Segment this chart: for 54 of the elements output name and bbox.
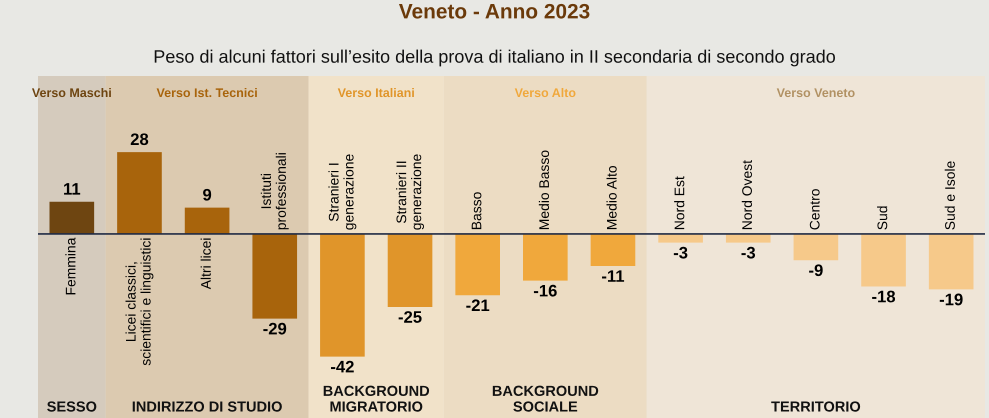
x-tick-label: Femmina [65, 238, 76, 294]
x-tick-label: Sud [877, 206, 888, 230]
x-tick-label: Medio Basso [538, 150, 550, 230]
x-tick-label: Basso [472, 192, 482, 230]
bar [455, 234, 500, 296]
x-tick-label: Stranieri I generazione [328, 154, 356, 230]
bar [117, 152, 162, 234]
data-label: -3 [741, 246, 756, 259]
band-label: Verso Alto [514, 88, 576, 98]
bar [252, 234, 298, 319]
data-label: -25 [398, 311, 422, 323]
data-label: -19 [940, 294, 963, 306]
text: TERRITORIO [771, 401, 860, 412]
band-label: Verso Ist. Tecnici [156, 88, 257, 98]
bar [388, 234, 432, 307]
x-tick-label: Nord Est [674, 176, 684, 230]
bar [794, 234, 838, 260]
data-label: -21 [466, 299, 490, 312]
bar [726, 234, 771, 243]
data-label: -3 [674, 246, 688, 259]
x-tick-label: Sud e Isole [944, 161, 955, 230]
bar [590, 234, 636, 266]
text: SESSO [47, 401, 96, 412]
band-label: Verso Italiani [338, 88, 414, 98]
band-label: Verso Veneto [776, 88, 855, 98]
data-label: -16 [534, 284, 557, 297]
x-tick-label: Nord Ovest [742, 160, 752, 230]
bar [320, 234, 365, 357]
bar [50, 202, 94, 234]
text: BACKGROUND SOCIALE [492, 386, 598, 412]
x-tick-label: Licei classici, scientifici e linguistici [126, 238, 154, 366]
band-label: Verso Maschi [32, 88, 111, 98]
text: INDIRIZZO DI STUDIO [132, 401, 282, 412]
data-label: 9 [203, 188, 212, 201]
data-label: -42 [331, 360, 354, 372]
chart-title: Veneto - Anno 2023 [398, 4, 590, 19]
bar [523, 234, 568, 281]
bar [861, 234, 906, 287]
data-label: -11 [602, 270, 624, 282]
x-tick-label: Medio Alto [606, 166, 617, 230]
bar [184, 208, 230, 234]
chart-subtitle: Peso di alcuni fattori sull’esito della prova di italiano in II secondaria di secondo grado [154, 50, 836, 66]
data-label: 11 [64, 183, 80, 195]
text: BACKGROUND MIGRATORIO [324, 386, 430, 412]
x-tick-label: Altri licei [200, 238, 211, 290]
x-tick-label: Istituti professionali [260, 153, 289, 230]
x-tick-label: Stranieri II generazione [396, 154, 424, 230]
bar [658, 234, 703, 243]
x-tick-label: Centro [810, 189, 820, 230]
bar [928, 234, 974, 290]
data-label: -29 [263, 322, 286, 335]
data-label: -9 [809, 264, 823, 276]
data-label: -18 [872, 290, 896, 302]
data-label: 28 [130, 133, 148, 146]
